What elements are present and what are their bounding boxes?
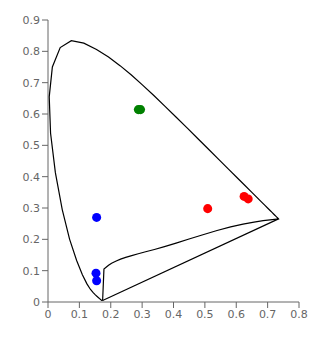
svg-text:0.9: 0.9: [23, 14, 41, 27]
svg-text:0: 0: [45, 308, 52, 321]
svg-text:0.7: 0.7: [259, 308, 277, 321]
svg-text:0.3: 0.3: [133, 308, 151, 321]
svg-text:0.8: 0.8: [290, 308, 308, 321]
svg-text:0.2: 0.2: [23, 233, 41, 246]
svg-text:0.5: 0.5: [23, 139, 41, 152]
svg-text:0.7: 0.7: [23, 77, 41, 90]
svg-text:0.1: 0.1: [23, 265, 41, 278]
svg-text:0.6: 0.6: [23, 108, 41, 121]
svg-text:0.8: 0.8: [23, 45, 41, 58]
svg-text:0.4: 0.4: [23, 171, 41, 184]
svg-text:0.6: 0.6: [228, 308, 246, 321]
svg-text:0.3: 0.3: [23, 202, 41, 215]
svg-text:0.4: 0.4: [165, 308, 183, 321]
svg-text:0.1: 0.1: [71, 308, 89, 321]
svg-text:0: 0: [33, 296, 40, 309]
svg-text:0.5: 0.5: [196, 308, 214, 321]
svg-text:0.2: 0.2: [102, 308, 120, 321]
